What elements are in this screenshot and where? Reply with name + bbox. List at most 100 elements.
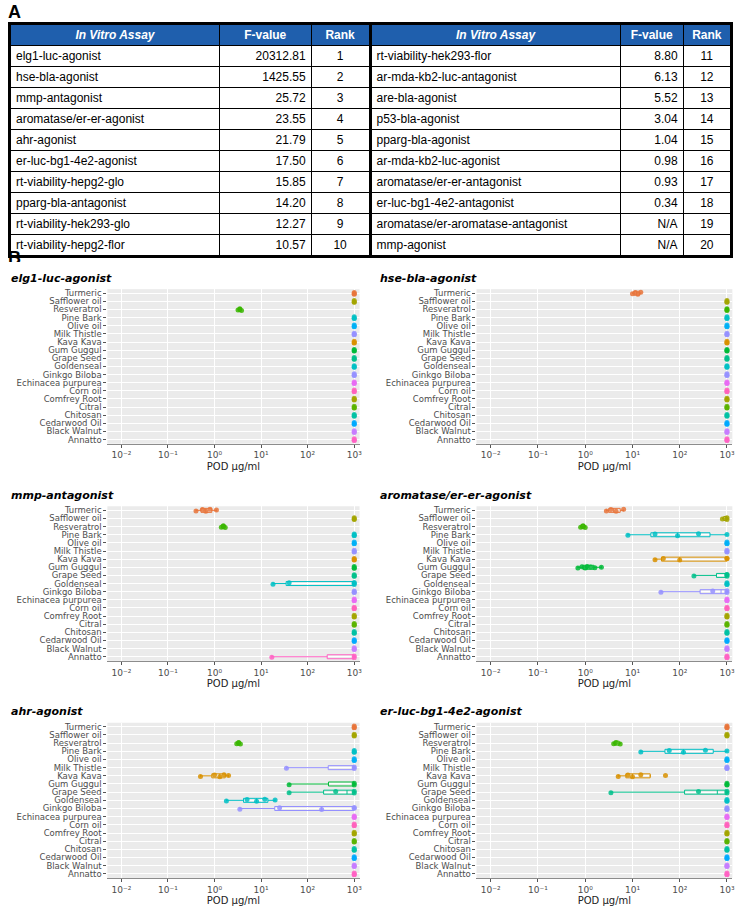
svg-text:10⁰: 10⁰	[207, 668, 222, 678]
svg-text:Goldenseal: Goldenseal	[423, 579, 470, 589]
svg-text:10⁻²: 10⁻²	[111, 885, 131, 895]
svg-text:Safflower oil: Safflower oil	[49, 730, 101, 740]
svg-text:Resveratrol: Resveratrol	[53, 304, 101, 314]
svg-text:Grape Seed: Grape Seed	[52, 353, 102, 363]
svg-text:Corn oil: Corn oil	[438, 603, 471, 613]
svg-text:mmp-antagonist: mmp-antagonist	[11, 489, 114, 502]
svg-text:Comfrey Root: Comfrey Root	[44, 828, 103, 838]
svg-text:Grape Seed: Grape Seed	[52, 570, 102, 580]
svg-text:Turmeric: Turmeric	[433, 288, 471, 298]
svg-text:10¹: 10¹	[254, 668, 269, 678]
svg-text:10⁻²: 10⁻²	[111, 668, 131, 678]
svg-text:Citral: Citral	[79, 836, 102, 846]
svg-text:er-luc-bg1-4e2-agonist: er-luc-bg1-4e2-agonist	[380, 705, 522, 718]
svg-text:Milk Thistle: Milk Thistle	[423, 763, 471, 773]
svg-text:Black Walnut: Black Walnut	[416, 426, 472, 436]
svg-text:Black Walnut: Black Walnut	[416, 644, 472, 654]
svg-text:Gum Guggul: Gum Guggul	[417, 562, 470, 572]
svg-text:Echinacea purpurea: Echinacea purpurea	[17, 378, 102, 388]
svg-text:10⁰: 10⁰	[207, 885, 222, 895]
svg-text:Annatto: Annatto	[68, 652, 102, 662]
svg-text:Cedarwood Oil: Cedarwood Oil	[409, 852, 471, 862]
svg-text:10¹: 10¹	[625, 668, 640, 678]
svg-text:10³: 10³	[347, 450, 362, 460]
svg-text:10⁰: 10⁰	[578, 450, 593, 460]
svg-text:Ginkgo Biloba: Ginkgo Biloba	[43, 370, 102, 380]
svg-text:Olive oil: Olive oil	[436, 754, 470, 764]
svg-text:Annatto: Annatto	[437, 652, 471, 662]
svg-text:Citral: Citral	[448, 619, 471, 629]
svg-text:Ginkgo Biloba: Ginkgo Biloba	[412, 370, 471, 380]
svg-text:Pine Bark: Pine Bark	[431, 746, 471, 756]
svg-text:Black Walnut: Black Walnut	[46, 644, 102, 654]
svg-text:Gum Guggul: Gum Guggul	[417, 345, 470, 355]
svg-text:Resveratrol: Resveratrol	[422, 522, 470, 532]
svg-text:Corn oil: Corn oil	[438, 386, 471, 396]
svg-text:Resveratrol: Resveratrol	[422, 738, 470, 748]
svg-text:10⁰: 10⁰	[578, 885, 593, 895]
svg-text:10⁻¹: 10⁻¹	[528, 450, 548, 460]
svg-text:Ginkgo Biloba: Ginkgo Biloba	[412, 587, 471, 597]
svg-text:10⁰: 10⁰	[578, 668, 593, 678]
svg-text:Comfrey Root: Comfrey Root	[44, 394, 103, 404]
svg-text:Milk Thistle: Milk Thistle	[54, 763, 102, 773]
svg-text:Gum Guggul: Gum Guggul	[48, 779, 101, 789]
svg-text:10⁻²: 10⁻²	[111, 450, 131, 460]
svg-text:10⁻¹: 10⁻¹	[528, 668, 548, 678]
svg-text:Annatto: Annatto	[437, 869, 471, 879]
svg-text:Pine Bark: Pine Bark	[431, 530, 471, 540]
svg-text:10⁻²: 10⁻²	[481, 450, 501, 460]
svg-text:Corn oil: Corn oil	[69, 603, 102, 613]
svg-text:Citral: Citral	[79, 619, 102, 629]
svg-text:Safflower oil: Safflower oil	[418, 296, 470, 306]
svg-text:Goldenseal: Goldenseal	[54, 579, 101, 589]
svg-text:Safflower oil: Safflower oil	[418, 730, 470, 740]
svg-text:Comfrey Root: Comfrey Root	[413, 828, 472, 838]
svg-text:Chitosan: Chitosan	[64, 627, 101, 637]
svg-text:Turmeric: Turmeric	[433, 505, 471, 515]
svg-text:Kava Kava: Kava Kava	[57, 771, 101, 781]
svg-text:10⁻²: 10⁻²	[481, 668, 501, 678]
svg-text:Turmeric: Turmeric	[64, 722, 102, 732]
svg-text:Kava Kava: Kava Kava	[57, 554, 101, 564]
svg-text:Kava Kava: Kava Kava	[426, 337, 470, 347]
svg-text:Corn oil: Corn oil	[69, 820, 102, 830]
svg-text:Gum Guggul: Gum Guggul	[48, 345, 101, 355]
svg-text:Comfrey Root: Comfrey Root	[44, 611, 103, 621]
svg-text:10¹: 10¹	[254, 885, 269, 895]
svg-text:10⁰: 10⁰	[207, 450, 222, 460]
svg-text:Echinacea purpurea: Echinacea purpurea	[386, 595, 471, 605]
svg-text:Pine Bark: Pine Bark	[62, 746, 102, 756]
svg-text:Corn oil: Corn oil	[438, 820, 471, 830]
svg-text:10³: 10³	[719, 450, 734, 460]
svg-text:10²: 10²	[300, 885, 315, 895]
svg-text:Milk Thistle: Milk Thistle	[423, 329, 471, 339]
svg-text:Olive oil: Olive oil	[436, 321, 470, 331]
svg-text:Ginkgo Biloba: Ginkgo Biloba	[43, 803, 102, 813]
svg-text:Echinacea purpurea: Echinacea purpurea	[386, 378, 471, 388]
svg-text:Cedarwood Oil: Cedarwood Oil	[409, 635, 471, 645]
svg-text:Milk Thistle: Milk Thistle	[423, 546, 471, 556]
svg-text:Resveratrol: Resveratrol	[422, 304, 470, 314]
svg-text:Annatto: Annatto	[437, 435, 471, 445]
svg-text:Annatto: Annatto	[68, 869, 102, 879]
svg-text:Chitosan: Chitosan	[434, 627, 471, 637]
svg-text:Cedarwood Oil: Cedarwood Oil	[409, 418, 471, 428]
svg-text:Turmeric: Turmeric	[64, 505, 102, 515]
svg-text:Goldenseal: Goldenseal	[54, 361, 101, 371]
svg-text:10⁻¹: 10⁻¹	[158, 885, 178, 895]
svg-text:Black Walnut: Black Walnut	[46, 861, 102, 871]
svg-text:Cedarwood Oil: Cedarwood Oil	[39, 418, 101, 428]
svg-text:10⁻²: 10⁻²	[481, 885, 501, 895]
svg-text:Echinacea purpurea: Echinacea purpurea	[386, 812, 471, 822]
svg-text:Citral: Citral	[448, 402, 471, 412]
svg-text:Safflower oil: Safflower oil	[49, 296, 101, 306]
svg-text:Safflower oil: Safflower oil	[49, 513, 101, 523]
svg-text:10⁻¹: 10⁻¹	[158, 450, 178, 460]
svg-text:POD µg/ml: POD µg/ml	[578, 895, 631, 906]
svg-text:Resveratrol: Resveratrol	[53, 522, 101, 532]
svg-text:10¹: 10¹	[625, 450, 640, 460]
svg-text:Goldenseal: Goldenseal	[54, 795, 101, 805]
svg-text:10²: 10²	[300, 450, 315, 460]
svg-text:Comfrey Root: Comfrey Root	[413, 611, 472, 621]
